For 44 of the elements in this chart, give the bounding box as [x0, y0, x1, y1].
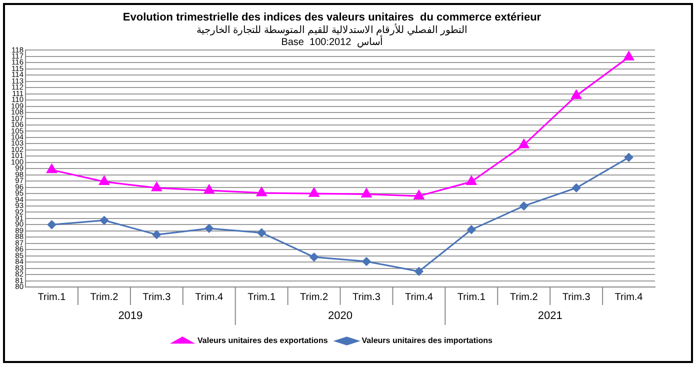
x-tick-label: Trim.2: [300, 292, 328, 303]
x-tick-label: Trim.3: [352, 292, 381, 303]
x-tick-label: Trim.1: [457, 292, 486, 303]
point: [99, 176, 110, 185]
text: 2019: [118, 310, 143, 322]
point: [257, 228, 266, 238]
point: [466, 176, 477, 185]
point: [310, 252, 318, 262]
point: [624, 51, 634, 60]
point: [414, 267, 424, 276]
point: [362, 257, 371, 266]
point: [571, 90, 582, 99]
x-tick-label: Trim.1: [38, 292, 66, 303]
point: [467, 225, 476, 234]
point: [256, 187, 267, 196]
x-tick-label: Trim.2: [510, 292, 538, 303]
text: Base 100:2012 أساس: [281, 34, 383, 48]
point: [624, 153, 634, 162]
point: [308, 188, 320, 197]
x-tick-label: Trim.4: [614, 292, 644, 303]
legend-label: Valeurs unitaires des exportations: [198, 336, 328, 346]
x-tick-label: Trim.1: [248, 292, 276, 303]
point: [361, 188, 372, 198]
point: [414, 190, 424, 200]
x-tick-label: Trim.4: [404, 292, 434, 303]
x-tick-label: Trim.3: [562, 292, 591, 303]
point: [518, 139, 529, 148]
x-tick-label: Trim.2: [90, 292, 119, 303]
point: [46, 164, 57, 174]
text: 2021: [538, 310, 562, 322]
x-tick-label: Trim.3: [142, 292, 172, 303]
chart-subtitle: التطور الفصلي للأرقام الاستدلالية للقيم المتوسطة للتجارة الخارجية: [196, 24, 468, 36]
legend-label: Valeurs unitaires des importations: [362, 336, 494, 346]
point: [152, 182, 162, 192]
x-tick-label: Trim.4: [195, 292, 224, 303]
point: [572, 184, 581, 192]
text: 2020: [328, 310, 352, 322]
point: [520, 202, 528, 210]
point: [100, 216, 108, 225]
point: [47, 220, 56, 229]
point: [152, 230, 161, 239]
point: [204, 184, 214, 194]
point: [204, 224, 214, 233]
chart-title: Evolution trimestrielle des indices des valeurs unitaires du commerce extérieur: [122, 12, 542, 24]
